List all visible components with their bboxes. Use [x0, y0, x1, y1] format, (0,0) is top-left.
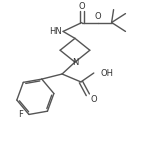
Text: HN: HN	[49, 27, 61, 36]
Text: F: F	[19, 110, 23, 119]
Text: O: O	[79, 2, 85, 11]
Text: OH: OH	[101, 69, 114, 77]
Text: N: N	[72, 58, 78, 67]
Text: O: O	[91, 95, 97, 104]
Text: O: O	[94, 12, 101, 21]
